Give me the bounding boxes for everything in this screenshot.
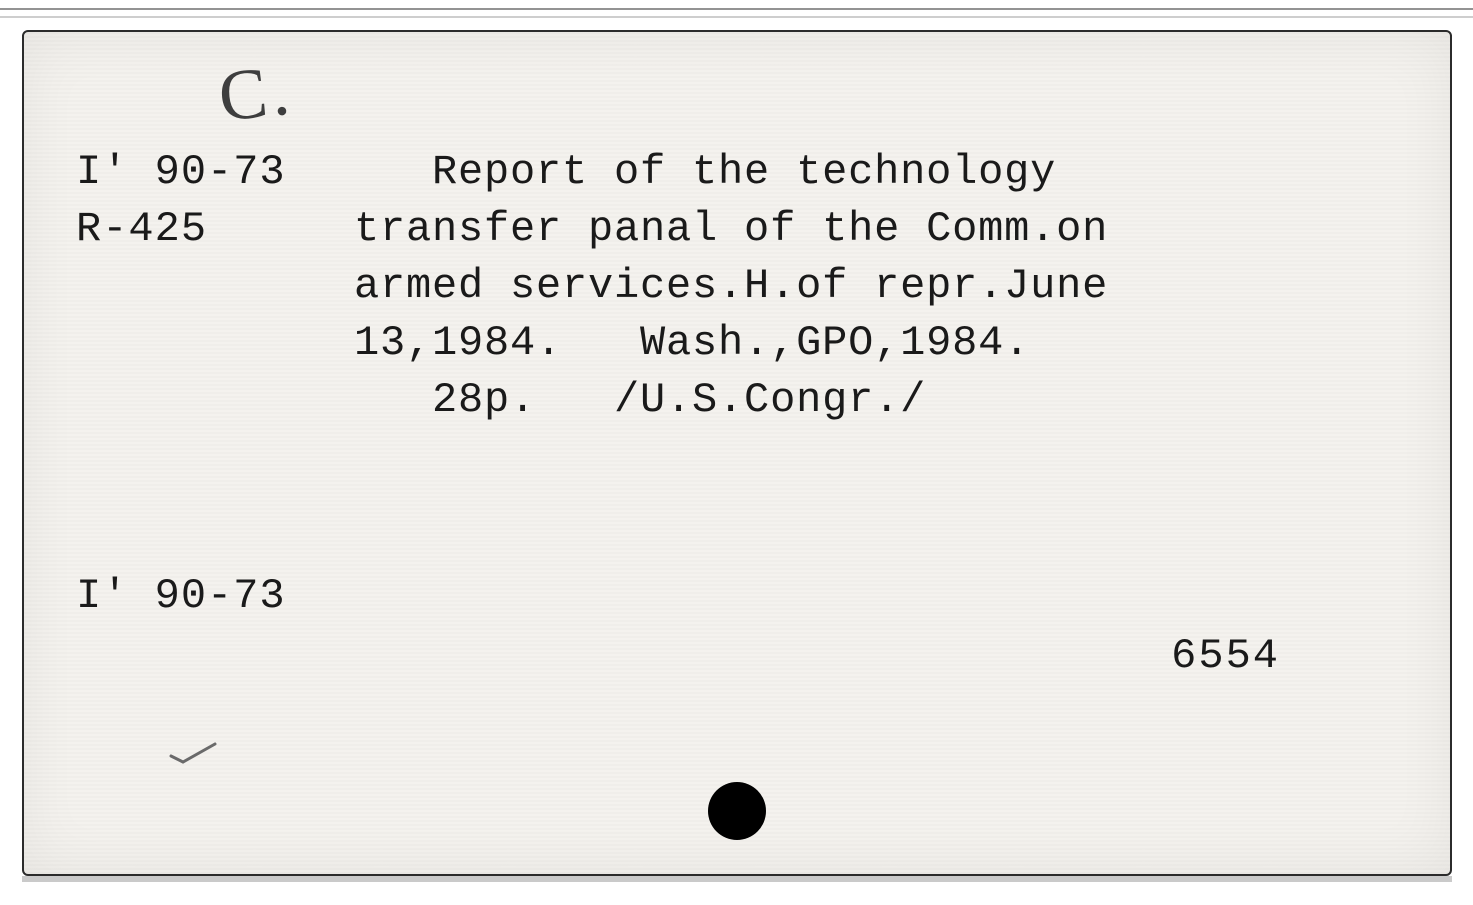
card-line-2: R-425 transfer panal of the Comm.on [76,201,1390,258]
card-line-5: 28p. /U.S.Congr./ [76,372,1390,429]
card-line-3: armed services.H.of repr.June [76,258,1390,315]
card-line-1: I' 90-73 Report of the technology [76,144,1390,201]
scan-frame: C. I' 90-73 Report of the technology R-4… [0,0,1473,905]
description-line: 28p. /U.S.Congr./ [354,372,1390,429]
card-serial-number: 6554 [1171,632,1280,680]
description-line: Report of the technology [354,144,1390,201]
scan-edge-line [0,16,1473,18]
call-number-top-1: I' 90-73 [76,144,354,201]
card-line-4: 13,1984. Wash.,GPO,1984. [76,315,1390,372]
scan-edge-line [0,8,1473,10]
catalog-card: C. I' 90-73 Report of the technology R-4… [22,30,1452,876]
card-body: I' 90-73 Report of the technology R-425 … [76,144,1390,429]
call-number-top-2: R-425 [76,201,354,258]
call-number-bottom: I' 90-73 [76,572,286,620]
handwritten-annotation: C. [215,48,297,138]
description-line: armed services.H.of repr.June [354,258,1390,315]
checkmark-icon [169,742,217,766]
description-line: 13,1984. Wash.,GPO,1984. [354,315,1390,372]
punch-hole-icon [708,782,766,840]
description-line: transfer panal of the Comm.on [354,201,1390,258]
